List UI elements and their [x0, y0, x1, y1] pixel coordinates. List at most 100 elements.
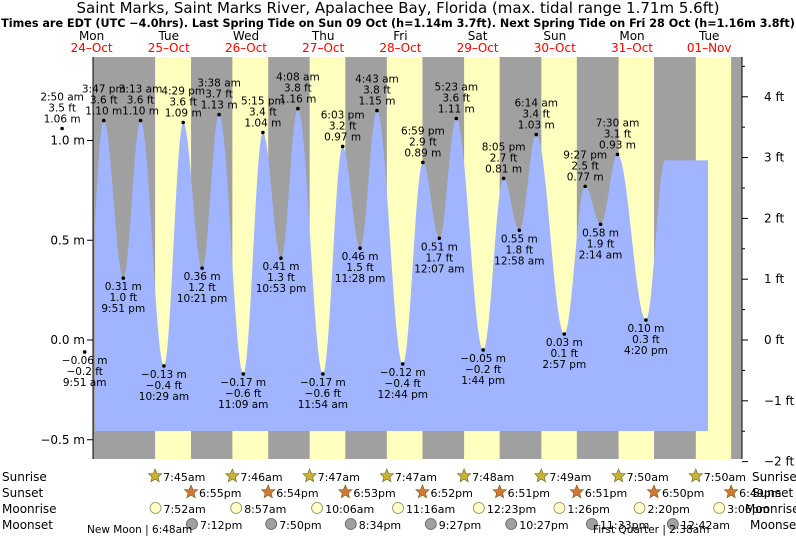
right-tick-label: −2 ft	[764, 455, 795, 469]
tide-point	[358, 246, 362, 251]
tide-label-text: 3.6 ft	[90, 95, 118, 107]
tide-label-text: 11:28 pm	[335, 273, 386, 285]
moonrise-time: 1:26pm	[567, 503, 609, 516]
day-date: 31–Oct	[611, 41, 653, 55]
row-label-moonset-right: Moonset	[750, 518, 796, 532]
tide-label-text: 0.41 m	[263, 261, 300, 273]
sun-star-icon	[379, 468, 395, 483]
tide-label-text: −0.4 ft	[146, 380, 182, 392]
tide-label-text: 1.09 m	[165, 108, 202, 120]
sun-star-icon	[456, 468, 472, 483]
tide-label-text: 1.04 m	[244, 118, 281, 130]
row-label-sunset-right: Sunset	[752, 486, 793, 500]
tide-label-text: 10:53 pm	[256, 283, 307, 295]
tide-point	[517, 228, 522, 233]
sunset-time: 6:52pm	[430, 487, 472, 500]
moonset-icon	[424, 518, 437, 530]
moonrise-icon	[230, 502, 243, 514]
moonset-icon	[186, 518, 198, 530]
tide-label-text: 3:13 am	[119, 84, 163, 96]
sunset-time: 6:53pm	[353, 487, 395, 500]
tide-label-text: 0.31 m	[105, 281, 142, 293]
tide-label-text: 4:29 pm	[161, 86, 205, 98]
tide-label-text: 0.36 m	[184, 271, 221, 283]
tide-label-text: 1.13 m	[201, 100, 238, 112]
chart-title: Saint Marks, Saint Marks River, Apalache…	[77, 0, 720, 17]
tide-label-text: 11:54 am	[298, 399, 348, 411]
tide-point	[375, 108, 379, 113]
tide-label-text: −0.12 m	[380, 367, 426, 379]
day-name: Sun	[543, 29, 566, 43]
tide-label-text: 3.4 ft	[522, 109, 550, 121]
day-date: 24–Oct	[71, 41, 113, 55]
sun-star-icon	[688, 468, 704, 483]
day-headers: Mon24–OctTue25–OctWed26–OctThu27–OctFri2…	[71, 29, 732, 55]
tide-label-text: 1.03 m	[518, 120, 555, 132]
right-tick-label: 4 ft	[764, 90, 784, 104]
tide-label-text: 3:47 pm	[82, 84, 126, 96]
tide-water-area	[95, 108, 708, 431]
tide-point	[241, 372, 246, 376]
row-label-moonrise-right: Moonrise	[745, 502, 796, 516]
moonset-time: 10:27pm	[519, 519, 568, 532]
sunset-time: 6:51pm	[585, 487, 627, 500]
tide-label-text: 1.8 ft	[505, 244, 533, 256]
sun-star-icon	[337, 484, 353, 499]
day-name: Mon	[619, 29, 644, 43]
tide-label-text: 9:27 pm	[563, 149, 607, 161]
tide-label-text: 3.6 ft	[127, 95, 155, 107]
tide-label-text: 0.10 m	[627, 323, 664, 335]
tide-label-text: 6:14 am	[514, 98, 558, 110]
tide-label-text: 1.9 ft	[587, 238, 615, 250]
sunrise-time: 7:49am	[549, 471, 591, 484]
moonrise-icon	[633, 502, 646, 514]
sun-star-icon	[415, 484, 430, 499]
astro-events: 7:45am6:55pm7:46am6:54pm7:47am6:53pm7:47…	[147, 468, 782, 532]
tide-label-text: 0.77 m	[567, 171, 604, 183]
tide-label-text: 0.97 m	[324, 131, 361, 143]
moonset-time: 7:50pm	[279, 519, 321, 532]
tide-label-text: 3.2 ft	[329, 120, 357, 132]
tide-label-text: 12:44 pm	[378, 389, 429, 401]
tide-point	[340, 144, 345, 149]
sun-star-icon	[646, 484, 662, 499]
tide-label-text: 3.6 ft	[442, 93, 470, 105]
sun-star-icon	[147, 468, 163, 483]
sunset-time: 6:51pm	[508, 487, 550, 500]
tide-point	[200, 266, 204, 270]
tide-point	[321, 372, 325, 376]
tide-label-text: 4:08 am	[276, 72, 320, 84]
row-label-sunset-left: Sunset	[2, 486, 43, 500]
tide-label-text: −0.17 m	[300, 377, 346, 389]
tide-point	[437, 236, 442, 241]
tide-label-text: 0.89 m	[404, 147, 441, 159]
tide-point	[296, 106, 300, 111]
day-date: 01–Nov	[687, 41, 732, 55]
day-name: Sat	[468, 29, 488, 43]
tide-point	[121, 276, 126, 280]
tide-label-text: 12:07 am	[414, 263, 464, 275]
tide-label-text: −0.2 ft	[465, 364, 501, 376]
tide-point	[615, 152, 620, 157]
sun-star-icon	[302, 468, 318, 483]
day-date: 26–Oct	[225, 41, 267, 55]
tide-label-text: −0.2 ft	[66, 366, 102, 378]
tide-point	[583, 184, 587, 189]
moonrise-icon	[392, 502, 404, 514]
tide-label-text: 1.3 ft	[267, 272, 295, 284]
moonrise-icon	[311, 502, 323, 514]
tide-label-text: 6:03 pm	[321, 109, 365, 121]
tide-point	[421, 160, 425, 165]
moonset-time: 9:27pm	[439, 519, 481, 532]
tide-label-text: 4:43 am	[355, 74, 399, 86]
moonset-icon	[505, 518, 518, 530]
tide-label-text: 0.55 m	[501, 233, 538, 245]
day-date: 28–Oct	[379, 41, 421, 55]
tide-label-text: 3.5 ft	[48, 103, 76, 115]
moonset-time: 8:34pm	[359, 519, 401, 532]
moonrise-time: 3:06pm	[727, 503, 769, 516]
sunrise-time: 7:45am	[163, 471, 205, 484]
tide-label-text: 2.9 ft	[409, 136, 437, 148]
moonrise-icon	[553, 502, 566, 514]
